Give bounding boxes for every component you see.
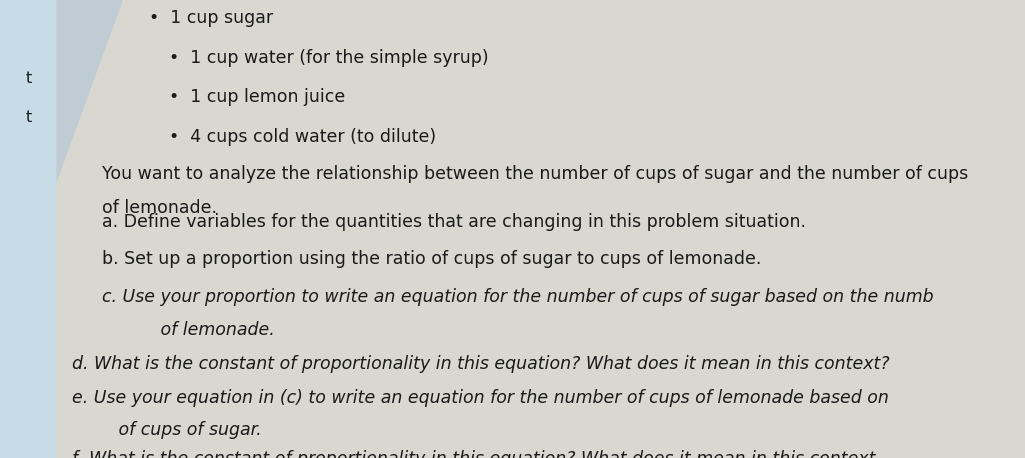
Text: •  1 cup lemon juice: • 1 cup lemon juice — [169, 88, 345, 106]
Text: e. Use your equation in (c) to write an equation for the number of cups of lemon: e. Use your equation in (c) to write an … — [72, 389, 889, 407]
Text: of lemonade.: of lemonade. — [144, 321, 275, 338]
Text: f  What is the constant of proportionality in this equation? What does it mean i: f What is the constant of proportionalit… — [72, 450, 875, 458]
Text: of cups of sugar.: of cups of sugar. — [102, 421, 262, 439]
Text: •  4 cups cold water (to dilute): • 4 cups cold water (to dilute) — [169, 128, 437, 146]
Text: •  1 cup sugar: • 1 cup sugar — [149, 9, 273, 27]
Text: d. What is the constant of proportionality in this equation? What does it mean i: d. What is the constant of proportionali… — [72, 355, 890, 373]
Text: c. Use your proportion to write an equation for the number of cups of sugar base: c. Use your proportion to write an equat… — [102, 288, 934, 305]
Text: •  1 cup water (for the simple syrup): • 1 cup water (for the simple syrup) — [169, 49, 489, 67]
Polygon shape — [56, 0, 123, 183]
Text: a. Define variables for the quantities that are changing in this problem situati: a. Define variables for the quantities t… — [102, 213, 807, 231]
Bar — [0, 0, 56, 458]
Text: t: t — [26, 110, 32, 125]
Text: b. Set up a proportion using the ratio of cups of sugar to cups of lemonade.: b. Set up a proportion using the ratio o… — [102, 250, 762, 267]
Text: t: t — [26, 71, 32, 86]
Text: You want to analyze the relationship between the number of cups of sugar and the: You want to analyze the relationship bet… — [102, 165, 969, 183]
Text: of lemonade.: of lemonade. — [102, 199, 217, 217]
